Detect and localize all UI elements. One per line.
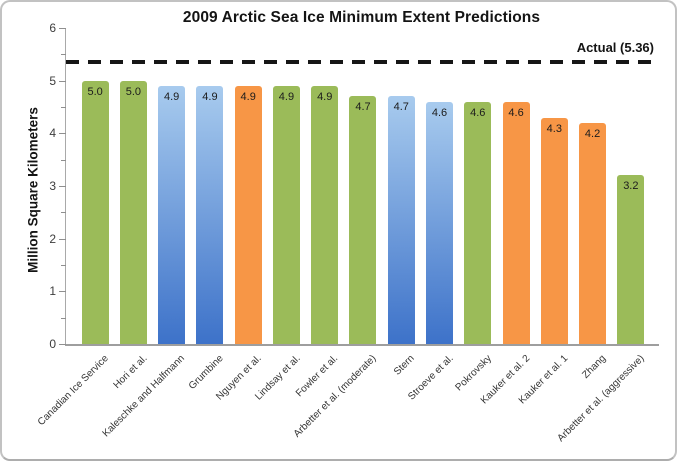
bar-slot: 4.6 [497, 101, 535, 344]
x-label-slot: Lindsay et al. [253, 346, 304, 459]
bar: 4.9 [272, 85, 300, 344]
bar-slot: 4.6 [420, 101, 458, 344]
y-minor-tick [61, 212, 66, 214]
y-major-tick [59, 291, 66, 293]
bar-value-label: 4.9 [164, 90, 180, 103]
x-label-slot: Grumbine [186, 346, 228, 459]
x-label-slot: Canadian Ice Service [36, 346, 113, 459]
bar-slot: 4.2 [573, 122, 611, 344]
bar-slot: 5.0 [76, 80, 114, 344]
y-tick-label: 4 [49, 126, 56, 141]
bar: 4.6 [426, 101, 454, 344]
x-label-slot: Arbetter et al. (aggressive) [556, 346, 649, 459]
y-tick-label: 5 [49, 73, 56, 88]
y-major-tick [59, 133, 66, 135]
y-tick-label: 3 [49, 179, 56, 193]
x-axis-label: Zhang [580, 353, 609, 381]
y-minor-tick [61, 54, 66, 56]
y-minor-tick [61, 107, 66, 108]
bar: 4.9 [158, 85, 186, 344]
bar-slot: 3.2 [612, 175, 650, 344]
x-axis-labels: Canadian Ice Service Hori et al. Kaleschke… [36, 346, 658, 459]
x-label-slot: Pokrovsky [453, 346, 496, 459]
bar-slot: 4.9 [267, 85, 305, 344]
bar-slot: 4.9 [306, 85, 344, 344]
bar: 4.9 [234, 85, 262, 344]
x-label-slot: Kaleschke and Halfmann [101, 346, 190, 459]
x-label-slot: Kauker et al. 2 [478, 346, 534, 459]
bar-slot: 4.3 [535, 117, 573, 344]
bar: 4.9 [196, 85, 224, 344]
y-major-tick [59, 238, 66, 240]
bar-value-label: 4.9 [202, 90, 218, 103]
x-label-slot: Stern [381, 346, 419, 459]
y-minor-tick [61, 317, 66, 319]
bar-slot: 5.0 [114, 80, 152, 344]
bar: 4.3 [540, 117, 568, 344]
bar-value-label: 4.6 [470, 106, 486, 119]
bar-slot: 4.9 [153, 85, 191, 344]
bar: 4.7 [387, 96, 415, 344]
bar: 4.6 [464, 101, 492, 344]
bar-value-label: 5.0 [125, 85, 142, 98]
bar-value-label: 4.3 [546, 122, 562, 135]
y-minor-tick [61, 265, 66, 266]
bar-value-label: 4.2 [584, 127, 601, 140]
bar-slot: 4.9 [191, 85, 229, 344]
bar: 3.2 [617, 175, 645, 344]
bar: 5.0 [119, 80, 147, 344]
x-axis-label: Pokrovsky [453, 353, 494, 394]
y-major-tick [59, 28, 66, 29]
bar: 4.7 [349, 96, 377, 344]
reference-line-label: Actual (5.36) [576, 39, 654, 55]
bar-slot: 4.9 [229, 85, 267, 344]
bar-value-label: 4.6 [508, 106, 524, 119]
x-label-slot: Arbetter et al. (moderate) [292, 346, 381, 459]
x-label-slot: Kauker et al. 1 [517, 346, 572, 459]
y-major-tick [59, 80, 66, 82]
y-tick-label: 6 [49, 21, 56, 35]
y-major-tick [59, 186, 66, 187]
bar-value-label: 4.7 [355, 101, 371, 114]
x-label-slot: Stroeve et al. [406, 346, 457, 459]
x-label-slot: Nguyen et al. [215, 346, 266, 459]
bar-slot: 4.6 [459, 101, 497, 344]
bar: 4.9 [311, 85, 339, 344]
bar-slot: 4.7 [344, 96, 382, 344]
bar: 5.0 [81, 80, 109, 344]
bar-value-label: 4.9 [317, 90, 333, 103]
bar: 4.2 [579, 122, 607, 344]
x-axis-label: Hori et al. [111, 353, 150, 392]
bar-value-label: 4.6 [431, 106, 448, 119]
y-tick-label: 2 [49, 231, 56, 246]
chart-title: 2009 Arctic Sea Ice Minimum Extent Predi… [182, 9, 541, 26]
x-axis-label: Stern [392, 353, 418, 378]
bar-value-label: 4.9 [278, 90, 295, 103]
plot-area: 0 1 2 3 4 5 6 5.0 5.0 4.9 4.9 4.9 4.9 4.9 4.7 4.7 4.6 4.… [49, 21, 659, 351]
bar-value-label: 4.9 [240, 90, 256, 103]
reference-line [66, 59, 659, 64]
bar-value-label: 4.7 [393, 101, 409, 114]
bars-container: 5.0 5.0 4.9 4.9 4.9 4.9 4.9 4.7 4.7 4.6 4.6 4.6 4.3 4… [66, 28, 659, 344]
bar: 4.6 [502, 101, 530, 344]
y-tick-label: 1 [49, 284, 56, 299]
x-axis-label: Grumbine [186, 353, 226, 392]
y-major-tick [59, 344, 66, 345]
x-axis-label: Canadian Ice Service [35, 353, 111, 428]
y-minor-tick [61, 159, 66, 161]
bar-slot: 4.7 [382, 96, 420, 344]
bar-value-label: 5.0 [87, 85, 103, 98]
bar-value-label: 3.2 [623, 180, 639, 193]
y-tick-label: 0 [49, 337, 56, 351]
